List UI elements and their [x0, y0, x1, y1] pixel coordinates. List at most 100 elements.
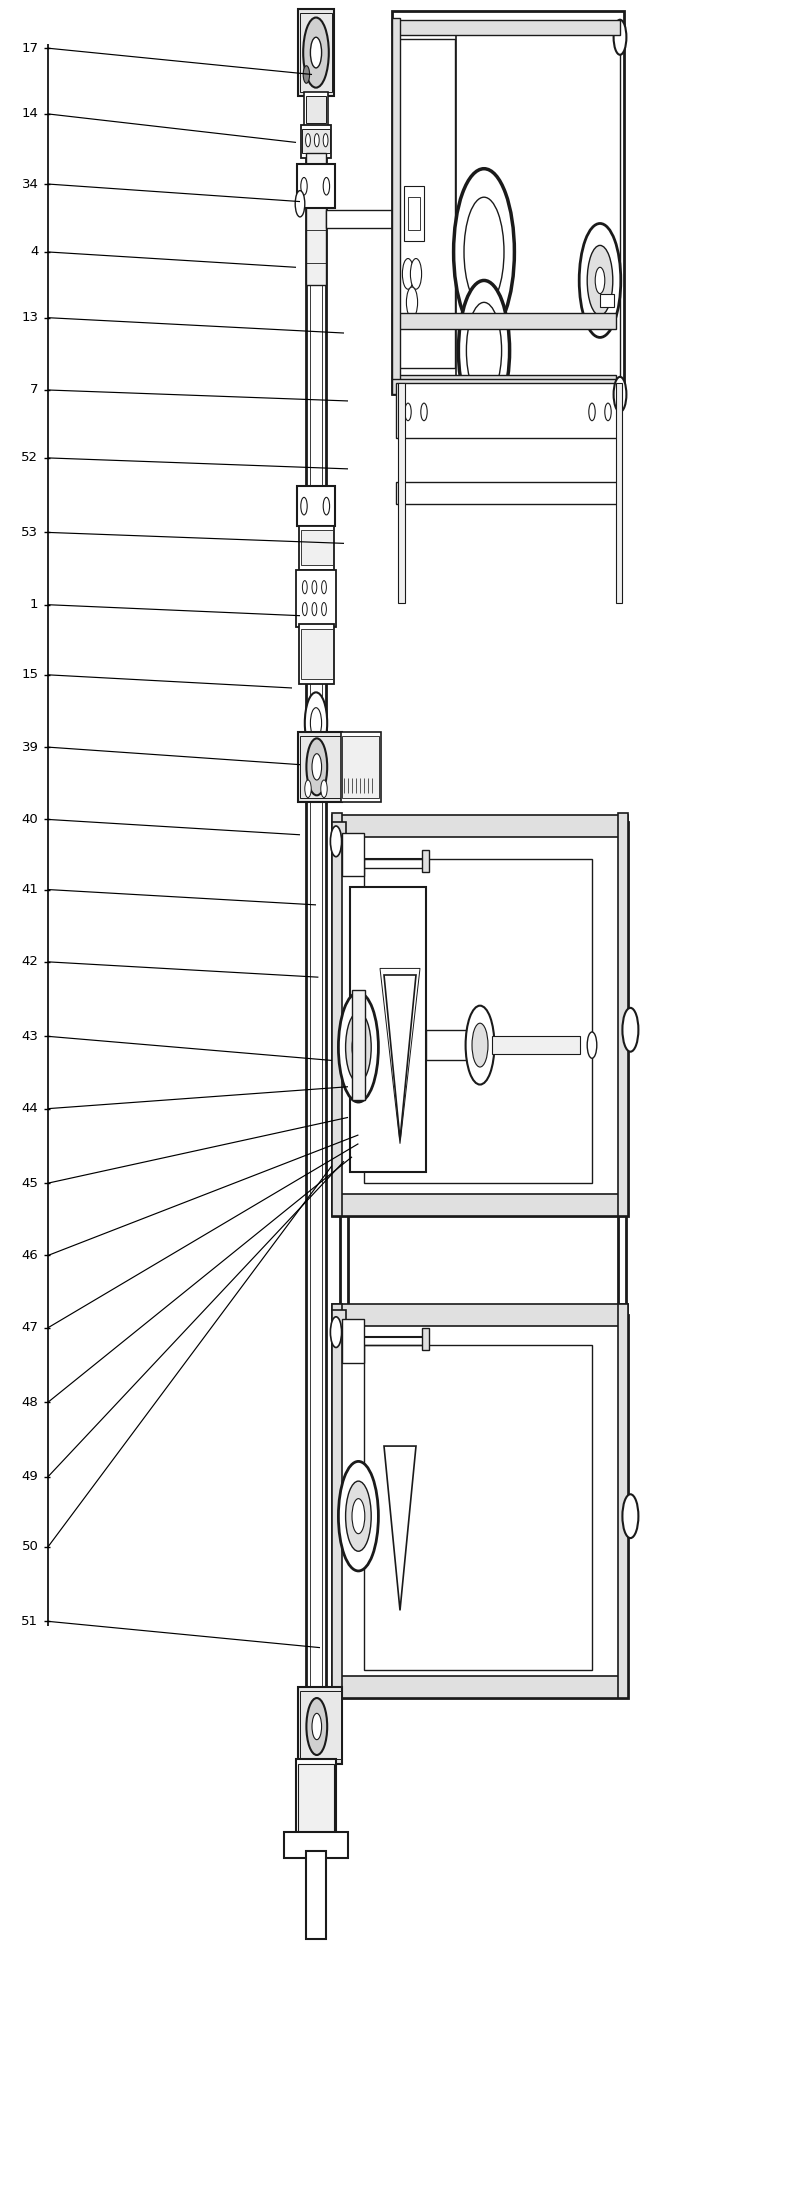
- Bar: [392, 379, 620, 394]
- Circle shape: [330, 826, 342, 857]
- Bar: [398, 39, 455, 368]
- Bar: [332, 1304, 628, 1326]
- Text: 7: 7: [30, 383, 38, 397]
- Circle shape: [301, 497, 307, 515]
- Bar: [332, 1304, 342, 1698]
- Bar: [352, 990, 365, 1100]
- Circle shape: [306, 1698, 327, 1755]
- Circle shape: [587, 245, 613, 316]
- Circle shape: [312, 603, 317, 616]
- Circle shape: [464, 197, 504, 307]
- Text: 50: 50: [22, 1540, 38, 1553]
- Bar: [404, 186, 424, 241]
- Bar: [298, 732, 342, 802]
- Circle shape: [310, 708, 322, 738]
- Circle shape: [579, 223, 621, 337]
- Bar: [341, 732, 381, 802]
- Bar: [332, 1676, 628, 1698]
- Text: 40: 40: [22, 813, 38, 826]
- Text: 41: 41: [22, 883, 38, 896]
- Circle shape: [402, 259, 414, 289]
- Bar: [364, 1345, 592, 1670]
- Circle shape: [301, 177, 307, 195]
- Circle shape: [302, 581, 307, 594]
- Text: 46: 46: [22, 1249, 38, 1262]
- Circle shape: [595, 267, 605, 294]
- Bar: [342, 833, 364, 876]
- Bar: [304, 92, 328, 127]
- Bar: [392, 375, 616, 390]
- Circle shape: [323, 177, 330, 195]
- Text: 14: 14: [22, 107, 38, 121]
- Bar: [300, 13, 332, 92]
- Circle shape: [322, 581, 326, 594]
- Text: 15: 15: [22, 668, 38, 681]
- Bar: [332, 1310, 346, 1332]
- Circle shape: [622, 1494, 638, 1538]
- Circle shape: [622, 1008, 638, 1052]
- Circle shape: [346, 1481, 371, 1551]
- Circle shape: [312, 1713, 322, 1740]
- Bar: [332, 822, 628, 1216]
- Text: 4: 4: [30, 245, 38, 259]
- Circle shape: [472, 1023, 488, 1067]
- Bar: [422, 850, 429, 872]
- Bar: [426, 1030, 474, 1060]
- Circle shape: [303, 18, 329, 88]
- Circle shape: [405, 403, 411, 421]
- Bar: [342, 1319, 364, 1363]
- Circle shape: [306, 134, 310, 147]
- Bar: [301, 629, 333, 679]
- Text: 51: 51: [22, 1615, 38, 1628]
- Bar: [392, 18, 400, 394]
- Bar: [299, 624, 334, 684]
- Bar: [284, 1832, 348, 1858]
- Text: 43: 43: [22, 1030, 38, 1043]
- Circle shape: [346, 1012, 371, 1082]
- Circle shape: [352, 1499, 365, 1534]
- Circle shape: [614, 377, 626, 412]
- Circle shape: [305, 780, 311, 798]
- Bar: [396, 22, 620, 383]
- Bar: [342, 736, 379, 798]
- Bar: [422, 1328, 429, 1350]
- Circle shape: [352, 1030, 365, 1065]
- Bar: [408, 197, 420, 230]
- Bar: [297, 486, 335, 526]
- Bar: [332, 1194, 628, 1216]
- Bar: [332, 813, 342, 1216]
- Circle shape: [466, 302, 502, 399]
- Circle shape: [406, 287, 418, 318]
- Text: 13: 13: [22, 311, 38, 324]
- Bar: [492, 1036, 580, 1054]
- Bar: [600, 294, 614, 307]
- Bar: [398, 383, 405, 603]
- Bar: [332, 815, 628, 837]
- Circle shape: [410, 259, 422, 289]
- Bar: [301, 530, 333, 565]
- Bar: [396, 383, 620, 438]
- Bar: [301, 125, 331, 158]
- Circle shape: [306, 738, 327, 795]
- Text: 52: 52: [22, 451, 38, 464]
- Circle shape: [338, 1461, 378, 1571]
- Circle shape: [312, 581, 317, 594]
- Text: 17: 17: [22, 42, 38, 55]
- Circle shape: [314, 134, 319, 147]
- Bar: [306, 96, 326, 123]
- Bar: [364, 859, 592, 1183]
- Bar: [297, 164, 335, 208]
- Text: 39: 39: [22, 741, 38, 754]
- Bar: [296, 570, 336, 627]
- Circle shape: [321, 780, 327, 798]
- Circle shape: [338, 993, 378, 1102]
- Text: 45: 45: [22, 1177, 38, 1190]
- Bar: [298, 1687, 342, 1764]
- Circle shape: [458, 280, 510, 421]
- Bar: [298, 9, 334, 96]
- Circle shape: [305, 692, 327, 754]
- Circle shape: [330, 1317, 342, 1347]
- Circle shape: [303, 66, 310, 83]
- Bar: [296, 1759, 336, 1836]
- Bar: [300, 736, 341, 798]
